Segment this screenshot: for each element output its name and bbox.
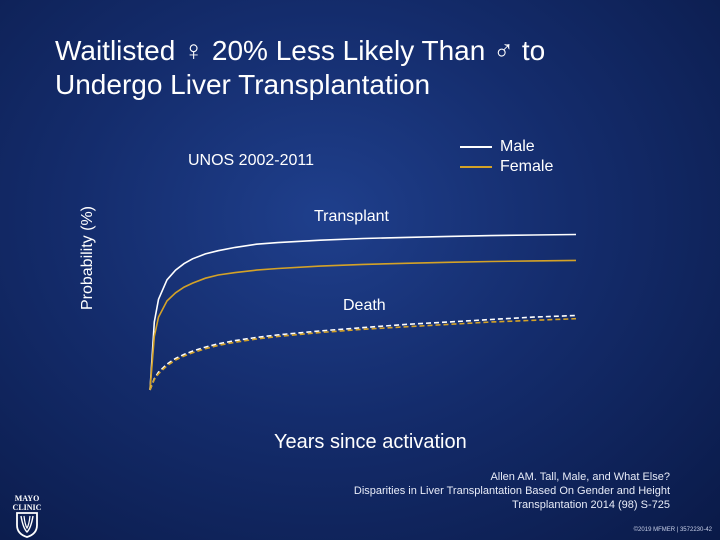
svg-text:MAYO: MAYO	[15, 494, 40, 503]
series-line-male-transplant	[149, 233, 577, 391]
legend-item-female: Female	[460, 157, 553, 177]
slide-title-line-2: Undergo Liver Transplantation	[55, 69, 431, 100]
citation-line-3: Transplantation 2014 (98) S-725	[512, 499, 670, 511]
legend-swatch-male	[460, 145, 492, 149]
legend-swatch-female	[460, 165, 492, 169]
svg-text:CLINIC: CLINIC	[13, 503, 42, 512]
citation: Allen AM. Tall, Male, and What Else? Dis…	[354, 470, 670, 512]
slide-title: Waitlisted ♀ 20% Less Likely Than ♂ to U…	[55, 34, 695, 102]
slide-title-line-1: Waitlisted ♀ 20% Less Likely Than ♂ to	[55, 35, 546, 66]
citation-line-1: Allen AM. Tall, Male, and What Else?	[490, 471, 670, 483]
annotation-death: Death	[343, 297, 386, 314]
annotation-transplant: Transplant	[314, 208, 389, 225]
chart-subtitle: UNOS 2002-2011	[188, 152, 314, 169]
mayo-clinic-logo: MAYO CLINIC	[13, 494, 42, 538]
copyright: ©2019 MFMER | 3572230-42	[633, 527, 712, 533]
chart-legend: Male Female	[460, 137, 553, 177]
x-axis-label: Years since activation	[274, 431, 467, 453]
citation-line-2: Disparities in Liver Transplantation Bas…	[353, 485, 670, 497]
legend-label-female: Female	[500, 158, 554, 175]
series-line-female-transplant	[149, 259, 577, 391]
legend-label-male: Male	[500, 138, 535, 155]
series-line-male-death	[149, 314, 577, 391]
series-line-female-death	[149, 317, 577, 391]
legend-item-male: Male	[460, 137, 553, 157]
y-axis-label: Probability (%)	[79, 205, 96, 311]
